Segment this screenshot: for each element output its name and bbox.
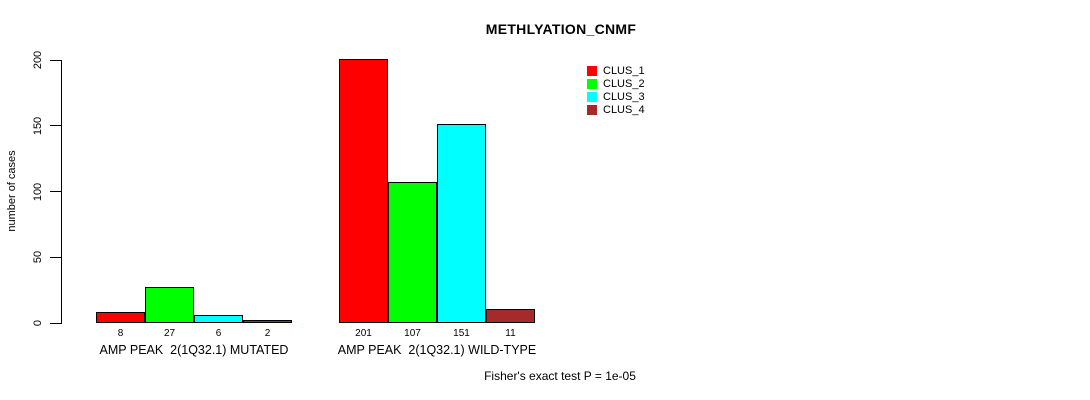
- y-axis-tick: [50, 322, 61, 324]
- y-axis-tick: [50, 256, 61, 258]
- bar-clus_4-group2: [486, 309, 535, 323]
- legend-item-clus_4: CLUS_4: [587, 103, 645, 116]
- legend-swatch-clus_2: [587, 78, 597, 89]
- x-group-label-1: AMP PEAK 2(1Q32.1) MUTATED: [99, 343, 289, 357]
- bar-clus_3-group1: [194, 315, 243, 323]
- y-axis-tick-label: 200: [32, 50, 44, 70]
- legend-swatch-clus_3: [587, 91, 597, 102]
- legend-swatch-clus_1: [587, 65, 597, 76]
- legend-item-clus_3: CLUS_3: [587, 90, 645, 103]
- y-axis-label: number of cases: [6, 150, 18, 232]
- y-axis-tick-label: 50: [32, 251, 44, 264]
- bar-value-label: 6: [215, 328, 222, 339]
- legend-swatch-clus_4: [587, 104, 597, 115]
- bar-clus_2-group2: [388, 182, 437, 323]
- x-group-label-2: AMP PEAK 2(1Q32.1) WILD-TYPE: [337, 343, 537, 357]
- bar-clus_2-group1: [145, 287, 194, 323]
- fisher-test-annotation: Fisher's exact test P = 1e-05: [484, 369, 636, 383]
- legend-label-clus_2: CLUS_2: [603, 77, 645, 90]
- legend-item-clus_1: CLUS_1: [587, 64, 645, 77]
- legend-item-clus_2: CLUS_2: [587, 77, 645, 90]
- legend-label-clus_1: CLUS_1: [603, 64, 645, 77]
- legend-label-clus_3: CLUS_3: [603, 90, 645, 103]
- y-axis-tick: [50, 59, 61, 61]
- bar-value-label: 201: [355, 328, 372, 339]
- y-axis-tick: [50, 191, 61, 192]
- legend-label-clus_4: CLUS_4: [603, 103, 645, 116]
- bar-value-label: 2: [264, 328, 271, 339]
- bar-value-label: 107: [404, 328, 421, 339]
- bar-clus_1-group1: [96, 312, 145, 323]
- y-axis-tick-label: 150: [32, 116, 44, 135]
- bar-clus_1-group2: [339, 59, 388, 323]
- y-axis-tick-label: 0: [32, 319, 44, 327]
- bar-value-label: 11: [505, 328, 516, 339]
- y-axis-tick-label: 100: [32, 182, 44, 201]
- y-axis-line: [61, 60, 62, 324]
- bar-value-label: 8: [117, 328, 124, 339]
- chart-title: METHLYATION_CNMF: [485, 21, 637, 37]
- bar-value-label: 151: [453, 328, 470, 339]
- y-axis-tick: [50, 125, 61, 127]
- bar-value-label: 27: [163, 328, 176, 339]
- bar-clus_4-group1: [243, 320, 292, 323]
- bar-clus_3-group2: [437, 124, 486, 323]
